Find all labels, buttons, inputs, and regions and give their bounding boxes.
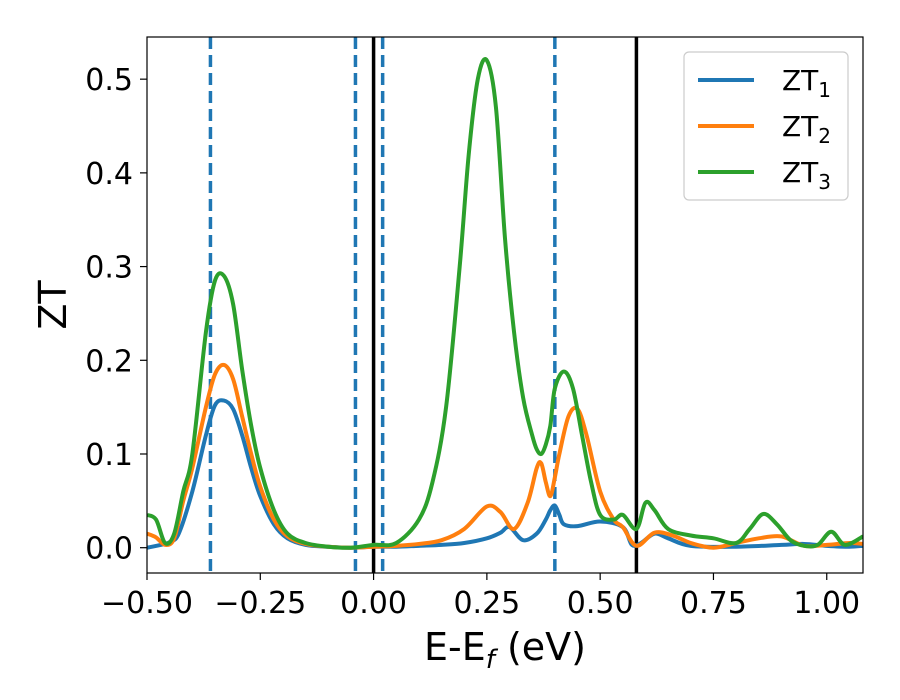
legend-box [683, 51, 849, 201]
x-tick-label: 0.00 [340, 586, 407, 621]
y-tick-label: 0.2 [85, 344, 133, 379]
reference-lines [208, 37, 639, 573]
x-axis-label: E-Ef (eV) [424, 625, 586, 675]
series-line-zt1 [147, 398, 863, 550]
y-tick-label: 0.5 [85, 63, 133, 98]
y-axis: 0.0 0.1 0.2 0.3 0.4 0.5 [85, 63, 147, 567]
x-tick-label: −0.25 [214, 586, 306, 621]
y-axis-label: ZT [31, 280, 75, 330]
legend-label-zt3: ZT3 [782, 156, 831, 194]
x-axis: −0.50 −0.25 0.00 0.25 0.50 0.75 1.00 [101, 573, 860, 621]
y-tick-label: 0.1 [85, 438, 133, 473]
y-tick-label: 0.3 [85, 251, 133, 286]
y-tick-label: 0.4 [85, 157, 133, 192]
x-tick-label: 1.00 [793, 586, 860, 621]
x-tick-label: −0.50 [101, 586, 193, 621]
y-tick-label: 0.0 [85, 532, 133, 567]
legend-label-zt2: ZT2 [782, 110, 831, 148]
x-tick-label: 0.75 [680, 586, 747, 621]
legend: ZT1 ZT2 ZT3 [683, 51, 849, 201]
legend-label-zt1: ZT1 [782, 64, 831, 102]
series-line-zt2 [147, 362, 863, 550]
plot-frame [146, 36, 864, 574]
series-line-zt3 [147, 57, 863, 550]
series-lines [147, 57, 863, 550]
x-tick-label: 0.25 [453, 586, 520, 621]
x-tick-label: 0.50 [567, 586, 634, 621]
